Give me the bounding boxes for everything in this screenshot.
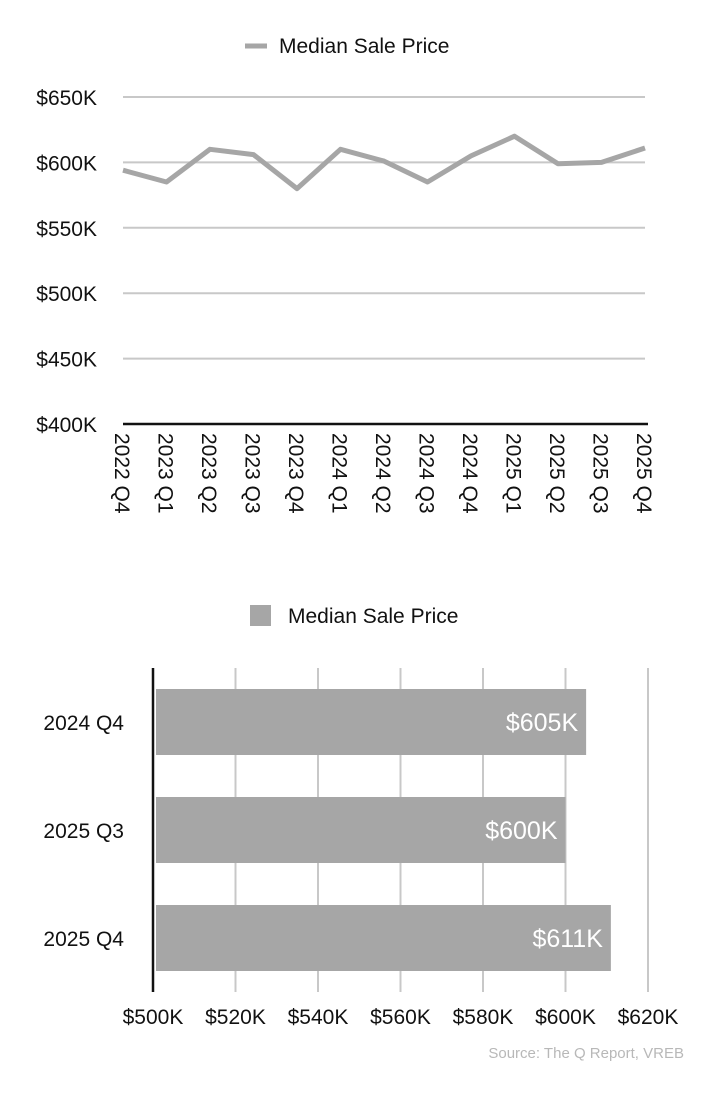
x-tick-label: 2023 Q4 xyxy=(284,433,307,514)
bar xyxy=(156,689,587,755)
legend-label: Median Sale Price xyxy=(279,35,449,58)
y-tick-label: $500K xyxy=(36,283,97,306)
legend-swatch xyxy=(250,605,271,626)
x-tick-label: 2024 Q4 xyxy=(458,433,481,514)
bar-value-label: $600K xyxy=(485,817,558,845)
line-chart: Median Sale Price $400K $450K $500K $550K $60… xyxy=(36,35,655,514)
series-line-median-sale-price xyxy=(122,133,646,192)
x-tick-label: 2025 Q3 xyxy=(589,433,612,514)
x-tick-label: 2023 Q2 xyxy=(197,433,220,514)
source-note: Source: The Q Report, VREB xyxy=(488,1045,684,1062)
bar-chart: Median Sale Price $500K $520K $540K $560K $58… xyxy=(43,605,679,1029)
bar-value-label: $605K xyxy=(506,709,579,737)
x-tick-label: 2022 Q4 xyxy=(110,433,133,514)
x-tick-label: 2025 Q2 xyxy=(545,433,568,514)
bar-value-label: $611K xyxy=(532,925,603,953)
y-tick-label: $450K xyxy=(36,349,97,372)
bar xyxy=(156,797,566,863)
y-tick-label: $600K xyxy=(36,152,97,175)
y-tick-label: 2025 Q4 xyxy=(43,928,124,951)
x-tick-label: $620K xyxy=(618,1006,679,1029)
x-tick-label: $520K xyxy=(205,1006,266,1029)
x-tick-label: $580K xyxy=(453,1006,514,1029)
legend-label: Median Sale Price xyxy=(288,605,458,628)
x-tick-label: 2025 Q4 xyxy=(632,433,655,514)
y-tick-label: 2025 Q3 xyxy=(43,820,124,843)
y-tick-label: 2024 Q4 xyxy=(43,712,124,735)
x-tick-label: 2023 Q3 xyxy=(241,433,264,514)
x-tick-label: $540K xyxy=(288,1006,349,1029)
y-tick-label: $550K xyxy=(36,218,97,241)
x-tick-label: $560K xyxy=(370,1006,431,1029)
x-tick-label: $600K xyxy=(535,1006,596,1029)
x-tick-label: $500K xyxy=(123,1006,184,1029)
x-tick-label: 2024 Q2 xyxy=(371,433,394,514)
x-tick-label: 2025 Q1 xyxy=(502,433,525,514)
y-tick-label: $400K xyxy=(36,414,97,437)
x-tick-label: 2024 Q1 xyxy=(328,433,351,514)
x-tick-label: 2024 Q3 xyxy=(415,433,438,514)
bar xyxy=(156,905,611,971)
x-tick-label: 2023 Q1 xyxy=(154,433,177,514)
y-tick-label: $650K xyxy=(36,87,97,110)
